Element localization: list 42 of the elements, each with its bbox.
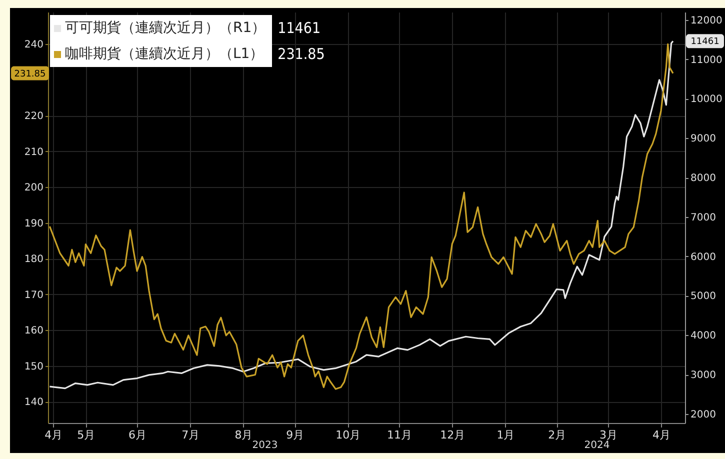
y-tick-label: 190 bbox=[24, 218, 44, 230]
x-tick-label: 4月 bbox=[44, 428, 63, 442]
text: 2023 bbox=[252, 440, 278, 451]
annotation: 11461 bbox=[278, 19, 322, 37]
y-tick-label: 210 bbox=[24, 146, 44, 158]
x-tick-label: 4月 bbox=[652, 428, 671, 442]
y2-tick-label: 11000 bbox=[690, 54, 722, 66]
y2-tick-label: 3000 bbox=[690, 370, 716, 382]
annotation: 231.85 bbox=[14, 69, 46, 80]
y2-tick-label: 7000 bbox=[690, 212, 716, 224]
annotation: 231.85 bbox=[278, 45, 325, 63]
x-tick-label: 11月 bbox=[387, 428, 412, 442]
y2-tick-label: 9000 bbox=[690, 134, 716, 145]
y-tick-label: 150 bbox=[24, 361, 44, 372]
legend-label: 咖啡期貨（連續次近月）（L1） bbox=[65, 45, 264, 63]
y-tick-label: 170 bbox=[24, 290, 44, 301]
y-tick-label: 140 bbox=[24, 397, 44, 408]
data-label: 11461 bbox=[690, 37, 720, 48]
y-tick-label: 200 bbox=[24, 182, 44, 194]
y-tick-label: 240 bbox=[24, 40, 44, 51]
x-tick-label: 6月 bbox=[128, 428, 147, 442]
x-tick-label: 10月 bbox=[336, 428, 361, 442]
x-tick-label: 5月 bbox=[77, 428, 96, 442]
y2-tick-label: 12000 bbox=[690, 15, 722, 26]
text: 2024 bbox=[584, 440, 610, 451]
x-tick-label: 8月 bbox=[234, 428, 253, 442]
x-tick-label: 3月 bbox=[599, 428, 618, 442]
x-tick-label: 12月 bbox=[440, 428, 466, 442]
y2-tick-label: 4000 bbox=[690, 330, 716, 342]
legend-label: 可可期貨（連續次近月）（R1） bbox=[65, 19, 266, 37]
y2-tick-label: 10000 bbox=[690, 94, 722, 106]
x-tick-label: 7月 bbox=[182, 428, 200, 442]
x-tick-label: 2月 bbox=[548, 428, 566, 442]
y2-tick-label: 8000 bbox=[690, 173, 716, 184]
y-tick-label: 180 bbox=[24, 254, 44, 266]
y2-tick-label: 2000 bbox=[690, 409, 716, 420]
x-tick-label: 1月 bbox=[496, 428, 515, 442]
y-tick-label: 160 bbox=[24, 326, 44, 337]
x-tick-label: 9月 bbox=[286, 428, 304, 442]
y2-tick-label: 5000 bbox=[690, 291, 716, 302]
y-tick-label: 220 bbox=[24, 111, 44, 122]
y2-tick-label: 6000 bbox=[690, 252, 716, 263]
